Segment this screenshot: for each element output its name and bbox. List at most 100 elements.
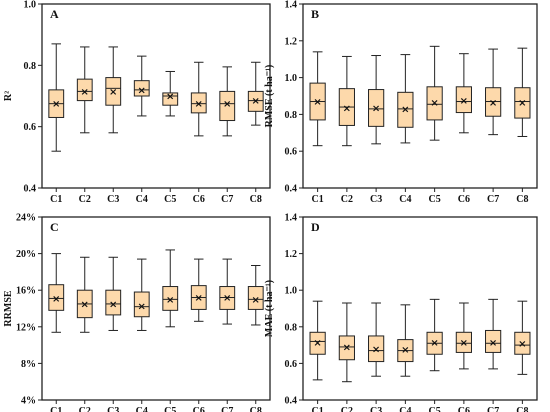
panel-c: C 4% 8% 12% 16% 20% 24% RRMSE × C1 × C2 × C3 × C4 × C5 × C6… [3, 213, 271, 412]
box-iqr [247, 286, 264, 310]
mean-marker: × [460, 96, 468, 107]
y-tick-label: 1.2 [285, 249, 298, 260]
mean-marker: × [109, 299, 117, 310]
box-iqr [368, 335, 385, 363]
box-iqr [48, 284, 65, 311]
y-tick-label: 1.4 [285, 213, 298, 224]
box-iqr [247, 90, 264, 112]
box-c8: × [247, 61, 264, 126]
box-c1: × [309, 300, 326, 381]
x-tick-label: C7 [221, 406, 233, 412]
x-tick-label: C3 [370, 406, 382, 412]
panel-a: A 0.4 0.6 0.8 1.0 R² × C1 × C2 × C3 × C4 × C5 × C6 × C7 × C8 [3, 0, 271, 205]
mean-marker: × [109, 87, 117, 98]
x-tick-label: C2 [341, 194, 353, 205]
box-c5: × [162, 70, 179, 117]
x-tick-label: C5 [164, 194, 176, 205]
box-c5: × [426, 45, 443, 141]
panel-letter: A [50, 7, 59, 21]
x-tick-label: C8 [516, 406, 528, 412]
mean-marker: × [372, 103, 380, 114]
x-tick-label: C4 [399, 406, 411, 412]
x-tick-label: C3 [107, 194, 119, 205]
mean-marker: × [401, 345, 409, 356]
x-tick-label: C1 [312, 194, 324, 205]
mean-marker: × [518, 339, 526, 350]
box-iqr [397, 91, 414, 128]
mean-marker: × [313, 338, 321, 349]
box-iqr [368, 89, 385, 127]
x-tick-label: C2 [79, 194, 91, 205]
box-iqr [105, 289, 122, 316]
panel-d: D 0.4 0.6 0.8 1.0 1.2 1.4 MAE (t ha⁻¹) × C1 × C2 × C3… [264, 213, 538, 412]
y-tick-label: 1.0 [24, 0, 37, 11]
x-tick-label: C4 [399, 194, 411, 205]
mean-marker: × [372, 344, 380, 355]
plot-frame [41, 3, 271, 189]
y-axis-label: RRMSE [3, 290, 14, 326]
box-iqr [514, 331, 531, 355]
y-tick-label: 12% [16, 322, 36, 333]
y-tick-label: 1.2 [285, 36, 298, 47]
x-tick-label: C4 [136, 406, 148, 412]
box-c2: × [76, 256, 93, 333]
mean-marker: × [195, 293, 203, 304]
x-tick-label: C8 [250, 194, 262, 205]
box-iqr [76, 78, 93, 102]
box-c6: × [190, 61, 207, 137]
box-c4: × [397, 304, 414, 377]
box-c8: × [514, 300, 531, 375]
box-c3: × [368, 302, 385, 377]
mean-marker: × [401, 104, 409, 115]
box-c5: × [426, 298, 443, 372]
box-c3: × [105, 256, 122, 331]
mean-marker: × [81, 87, 89, 98]
box-c5: × [162, 249, 179, 328]
box-iqr [485, 329, 502, 353]
x-tick-label: C7 [487, 406, 499, 412]
y-tick-label: 0.8 [285, 322, 298, 333]
panel-letter: C [50, 220, 59, 234]
x-tick-label: C3 [107, 406, 119, 412]
box-c1: × [309, 51, 326, 147]
y-tick-label: 8% [21, 359, 36, 370]
y-tick-label: 0.6 [24, 122, 37, 133]
y-axis-label: MAE (t ha⁻¹) [264, 280, 275, 337]
mean-marker: × [166, 92, 174, 103]
plot-frame [41, 216, 271, 401]
x-tick-label: C7 [221, 194, 233, 205]
mean-marker: × [81, 299, 89, 310]
y-tick-label: 20% [16, 249, 36, 260]
x-tick-label: C7 [487, 194, 499, 205]
mean-marker: × [343, 103, 351, 114]
y-tick-label: 16% [16, 286, 36, 297]
box-c3: × [368, 55, 385, 145]
x-tick-label: C1 [312, 406, 324, 412]
box-c1: × [48, 43, 65, 152]
y-tick-label: 0.4 [24, 184, 37, 195]
mean-marker: × [460, 338, 468, 349]
x-tick-label: C3 [370, 194, 382, 205]
x-tick-label: C5 [429, 406, 441, 412]
x-tick-label: C8 [250, 406, 262, 412]
mean-marker: × [252, 96, 260, 107]
box-iqr [514, 87, 531, 119]
box-iqr [133, 80, 150, 97]
box-c7: × [219, 258, 236, 325]
x-tick-label: C6 [458, 406, 470, 412]
box-c7: × [485, 48, 502, 136]
x-tick-label: C4 [136, 194, 148, 205]
y-tick-label: 0.8 [24, 61, 37, 72]
x-tick-label: C2 [79, 406, 91, 412]
x-tick-label: C6 [193, 406, 205, 412]
x-tick-label: C1 [50, 406, 62, 412]
x-tick-label: C5 [164, 406, 176, 412]
x-tick-label: C1 [50, 194, 62, 205]
y-tick-label: 1.0 [285, 286, 298, 297]
box-iqr [190, 92, 207, 114]
panel-letter: D [311, 220, 320, 234]
mean-marker: × [252, 295, 260, 306]
x-tick-label: C5 [429, 194, 441, 205]
box-c4: × [397, 54, 414, 144]
